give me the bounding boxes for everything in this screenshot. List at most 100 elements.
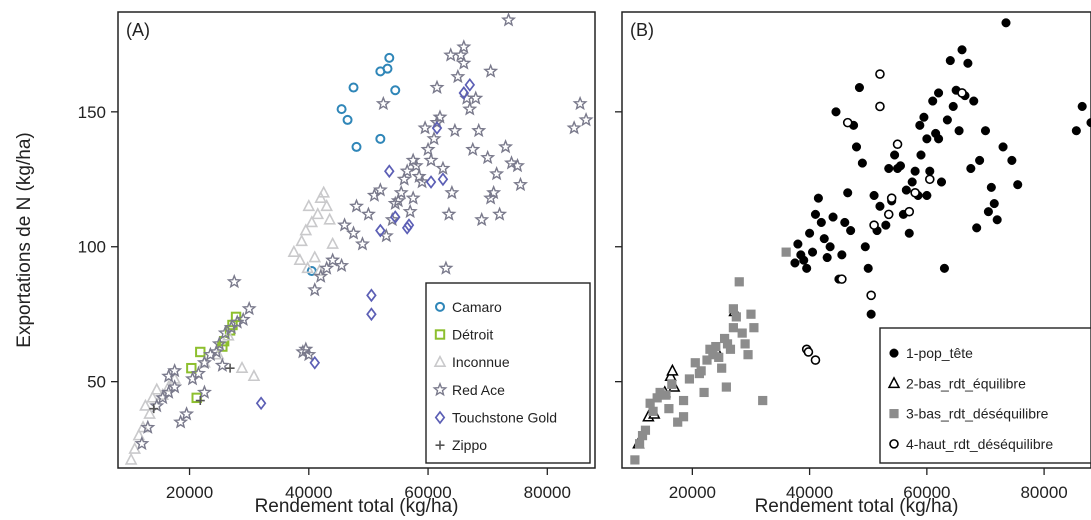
panel-a-data-point — [186, 362, 197, 374]
panel-a-legend-marker — [434, 329, 446, 340]
panel-b-data-point — [857, 158, 867, 168]
panel-a-data-point — [235, 311, 251, 326]
panel-a-data-point — [390, 85, 401, 96]
panel-b-data-point — [957, 45, 967, 55]
panel-b-data-point — [837, 250, 847, 260]
panel-b-data-point — [904, 228, 914, 238]
panel-a-data-point — [295, 234, 308, 247]
panel-b-x-tick-label: 80000 — [1020, 483, 1067, 502]
panel-a-data-point — [348, 198, 365, 213]
panel-b-data-point — [1077, 101, 1087, 111]
panel-b-data-point — [895, 161, 906, 171]
panel-b-legend-marker — [889, 348, 899, 358]
panel-b-data-point — [790, 258, 800, 268]
panel-a-data-point — [241, 300, 257, 316]
panel-a-data-point — [235, 360, 249, 373]
panel-a-data-point — [336, 104, 347, 115]
panel-a-data-point — [437, 172, 449, 187]
panel-a-x-tick-label: 80000 — [524, 483, 571, 502]
panel-b-data-point — [948, 101, 958, 111]
panel-a-data-point — [307, 282, 323, 297]
panel-a-data-point — [179, 406, 195, 421]
panel-b-data-point — [793, 239, 803, 249]
panel-a-legend: Camaro Détroit Inconnue Red Ace Touchstone G… — [425, 282, 591, 464]
panel-b-data-point — [721, 382, 731, 392]
panel-a-data-point — [143, 406, 156, 419]
panel-a-legend-box — [425, 282, 591, 464]
panel-a-data-point — [498, 138, 514, 154]
panel-a-data-point — [372, 182, 388, 197]
panel-b-data-point — [655, 387, 665, 398]
panel-a-data-point — [247, 369, 261, 382]
panel-a-data-point — [214, 357, 230, 372]
panel-a-data-point — [480, 149, 496, 165]
panel-b-data-point — [963, 58, 973, 68]
panel-a-data-point — [309, 355, 321, 370]
panel-b-legend-box — [879, 327, 1091, 464]
panel-b-data-point — [725, 344, 736, 354]
panel-a-data-point — [411, 168, 427, 184]
panel-b-data-point — [945, 56, 955, 66]
panel-a-data-point — [366, 307, 377, 322]
panel-b-data-point — [922, 190, 932, 201]
panel-a-x-tick-label: 40000 — [285, 483, 332, 502]
panel-b-points — [630, 18, 1091, 465]
panel-b-data-point — [846, 226, 856, 236]
panel-a-data-point — [471, 122, 487, 138]
panel-b-data-point — [860, 242, 870, 252]
panel-b-data-point — [813, 193, 823, 203]
panel-a-data-point — [426, 130, 442, 146]
panel-a-points — [124, 12, 594, 465]
panel-b-data-point — [758, 395, 768, 406]
panel-a-data-point — [402, 203, 418, 219]
panel-a-data-point — [313, 268, 329, 283]
panel-a-data-point — [323, 212, 336, 225]
panel-a-data-point — [167, 362, 183, 378]
panel-b-data-point — [866, 290, 876, 301]
panel-a-data-point — [360, 206, 376, 221]
panel-a-data-point — [211, 335, 227, 351]
panel-b-data-point — [886, 193, 897, 203]
panel-a-data-point — [441, 206, 457, 221]
panel-b-data-point — [822, 252, 832, 263]
panel-a-data-point — [132, 428, 146, 441]
panel-a-data-point — [136, 420, 150, 433]
panel-b-data-point — [799, 255, 809, 265]
panel-b-data-point — [875, 101, 885, 112]
panel-b-data-point — [1001, 18, 1011, 28]
panel-b-data-point — [648, 406, 658, 416]
panel-a-data-point — [417, 120, 433, 135]
panel-b-data-point — [749, 323, 759, 333]
panel-b-data-point — [694, 368, 704, 379]
panel-a-data-point — [474, 211, 490, 227]
panel-b-data-point — [936, 177, 947, 187]
panel-b-data-point — [722, 339, 733, 349]
panel-a-legend-marker — [434, 410, 446, 425]
panel-b-data-point — [904, 206, 915, 217]
panel-a-data-point — [465, 141, 481, 157]
panel-a-y-tick-label: 50 — [87, 373, 106, 392]
panel-a-data-point — [225, 363, 235, 373]
panel-b-data-point — [781, 247, 791, 257]
panel-b-data-point — [667, 379, 677, 389]
panel-a-data-point — [326, 236, 339, 249]
panel-b-data-point — [928, 96, 938, 106]
panel-a-data-point — [351, 141, 362, 152]
panel-a-data-point — [458, 86, 470, 100]
panel-a-data-point — [425, 175, 437, 189]
panel-b-data-point — [1086, 118, 1091, 128]
panel-b-data-point — [805, 228, 815, 238]
panel-a-y-axis-label: Exportations de N (kg/ha) — [14, 132, 35, 347]
panel-a-data-point — [208, 344, 224, 359]
panel-a-data-point — [492, 206, 508, 221]
panel-a-data-point — [317, 185, 331, 198]
panel-b-data-point — [907, 177, 917, 187]
panel-a-data-point — [293, 253, 307, 266]
panel-b-legend-entry: 4-haut_rdt_déséquilibre — [906, 436, 1053, 452]
panel-b-legend-entry: 2-bas_rdt_équilibre — [906, 375, 1026, 391]
panel-a-data-point — [483, 63, 499, 78]
panel-b-data-point — [966, 163, 976, 174]
panel-b-data-point — [1007, 155, 1017, 165]
panel-b-label: (B) — [630, 20, 654, 40]
panel-a-data-point — [319, 260, 335, 275]
